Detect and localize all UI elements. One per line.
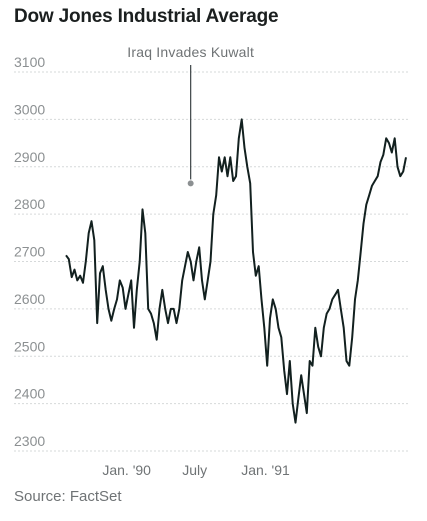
x-tick-label: Jan. '91 xyxy=(241,462,290,478)
y-tick-label: 2800 xyxy=(14,196,45,212)
x-tick-label: July xyxy=(182,462,207,478)
y-tick-label: 2400 xyxy=(14,386,45,402)
y-axis-ticks: 2300 2400 2500 2600 2700 2800 2900 3000 3100 xyxy=(14,54,45,449)
annotation-label: Iraq Invades Kuwalt xyxy=(127,44,254,60)
y-tick-label: 2900 xyxy=(14,149,45,165)
source-note: Source: FactSet xyxy=(14,488,122,505)
y-tick-label: 2500 xyxy=(14,338,45,354)
y-tick-label: 2600 xyxy=(14,291,45,307)
y-tick-label: 2300 xyxy=(14,433,45,449)
x-axis-ticks: Jan. '90 July Jan. '91 xyxy=(102,462,290,478)
series-line xyxy=(65,118,407,424)
y-tick-label: 3000 xyxy=(14,101,45,117)
annotation-marker xyxy=(186,179,195,188)
x-tick-label: Jan. '90 xyxy=(102,462,151,478)
y-tick-label: 2700 xyxy=(14,244,45,260)
y-tick-label: 3100 xyxy=(14,54,45,70)
chart-title: Dow Jones Industrial Average xyxy=(14,6,279,27)
